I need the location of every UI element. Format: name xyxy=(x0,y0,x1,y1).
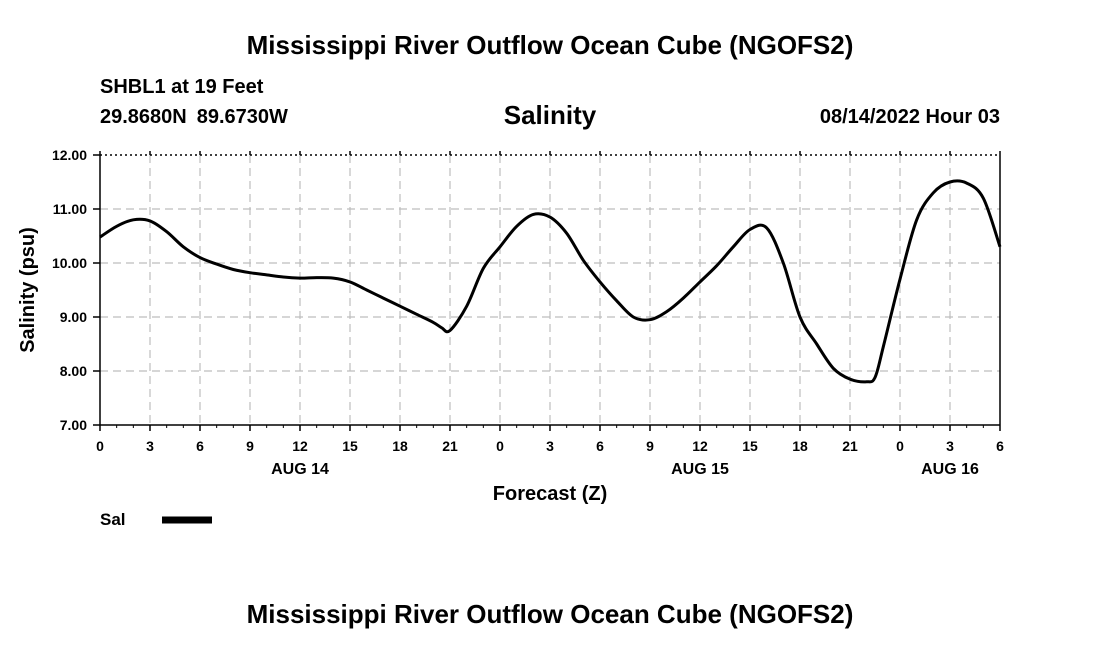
x-tick-label: 15 xyxy=(342,438,358,454)
x-tick-label: 21 xyxy=(442,438,458,454)
station-name: SHBL1 at 19 Feet xyxy=(100,76,264,98)
series-layer xyxy=(99,179,1002,384)
x-tick-label: 3 xyxy=(946,438,954,454)
x-tick-label: 12 xyxy=(292,438,308,454)
x-tick-label: 12 xyxy=(692,438,708,454)
x-axis-ticks: 0 3 6 9 12 15 18 21 0 3 6 9 12 15 18 21 0 3 6 AUG 14 AUG 15 A… xyxy=(96,151,1004,478)
x-tick-label: 6 xyxy=(596,438,604,454)
x-tick-label: 9 xyxy=(646,438,654,454)
footer-title: Mississippi River Outflow Ocean Cube (NG… xyxy=(246,599,854,629)
forecast-run-time: 08/14/2022 Hour 03 xyxy=(819,106,1000,128)
x-tick-label: 0 xyxy=(896,438,904,454)
latitude: 29.8680N xyxy=(100,106,187,128)
legend: Sal xyxy=(100,510,212,529)
x-tick-label: 15 xyxy=(742,438,758,454)
series-line-salinity xyxy=(99,179,1002,384)
x-axis-title: Forecast (Z) xyxy=(493,483,607,505)
chart-title: Salinity xyxy=(503,100,597,130)
y-tick-label: 9.00 xyxy=(60,309,87,325)
x-tick-label: 6 xyxy=(996,438,1004,454)
y-axis-ticks: 7.00 8.00 9.00 10.00 11.00 12.00 xyxy=(52,147,100,433)
main-title: Mississippi River Outflow Ocean Cube (NG… xyxy=(246,30,854,60)
x-tick-label: 18 xyxy=(392,438,408,454)
date-label: AUG 16 xyxy=(921,461,979,478)
y-tick-label: 12.00 xyxy=(52,147,87,163)
longitude: 89.6730W xyxy=(196,106,288,128)
x-tick-label: 3 xyxy=(546,438,554,454)
x-tick-label: 18 xyxy=(792,438,808,454)
date-label: AUG 15 xyxy=(671,461,729,478)
x-tick-label: 9 xyxy=(246,438,254,454)
x-tick-label: 0 xyxy=(96,438,104,454)
y-tick-label: 10.00 xyxy=(52,255,87,271)
x-tick-label: 6 xyxy=(196,438,204,454)
date-label: AUG 14 xyxy=(271,461,329,478)
x-tick-label: 3 xyxy=(146,438,154,454)
x-tick-label: 0 xyxy=(496,438,504,454)
x-tick-label: 21 xyxy=(842,438,858,454)
y-tick-label: 11.00 xyxy=(53,201,87,217)
grid-lines xyxy=(100,155,1000,425)
legend-label: Sal xyxy=(100,510,126,529)
y-axis-title: Salinity (psu) xyxy=(17,227,39,353)
station-coordinates: 29.8680N 89.6730W xyxy=(100,106,288,129)
y-tick-label: 8.00 xyxy=(60,363,87,379)
y-tick-label: 7.00 xyxy=(60,417,87,433)
